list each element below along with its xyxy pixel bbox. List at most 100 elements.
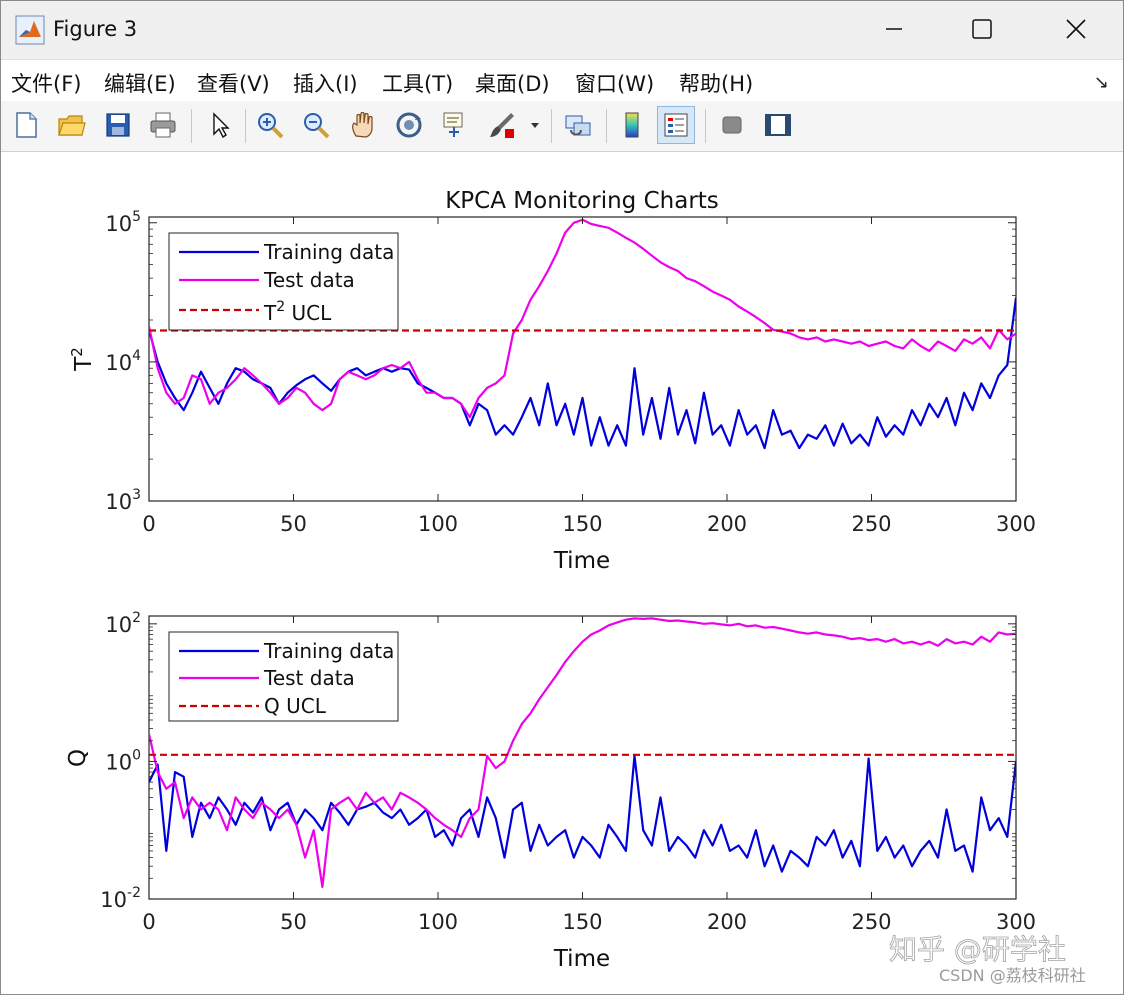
y-tick-label: 105 — [105, 209, 141, 236]
x-axis-label: Time — [553, 548, 610, 574]
open-button[interactable] — [52, 106, 90, 144]
x-tick-label: 300 — [996, 910, 1036, 934]
legend[interactable]: Training data Test data Q UCL — [168, 631, 399, 722]
minimize-icon — [886, 28, 902, 30]
subplot-q: 0 50 100 150 200 250 300 10-2 100 102 Time Q Trai… — [65, 610, 1036, 972]
zoom-out-icon — [304, 113, 330, 139]
maximize-button[interactable] — [959, 9, 1005, 49]
x-tick-label: 50 — [280, 512, 307, 536]
legend-label-test: Test data — [263, 268, 355, 292]
menu-insert[interactable]: 插入(I) — [293, 72, 358, 96]
x-axis-label: Time — [553, 946, 610, 972]
legend-box — [168, 232, 399, 331]
save-button[interactable] — [99, 106, 137, 144]
figure-canvas: KPCA Monitoring Charts 0 50 100 150 200 250 30… — [1, 152, 1123, 994]
x-tick-label: 150 — [562, 910, 602, 934]
legend[interactable]: Training data Test data T2 UCL — [168, 232, 399, 331]
x-tick-label: 300 — [996, 512, 1036, 536]
y-tick-label: 102 — [105, 610, 141, 637]
menu-help[interactable]: 帮助(H) — [679, 72, 754, 96]
zoom-in-button[interactable] — [251, 106, 289, 144]
toolbar-separator — [245, 109, 246, 143]
watermark-sub: CSDN @荔枝科研社 — [939, 966, 1086, 985]
open-icon — [58, 115, 86, 136]
x-tick-label: 0 — [142, 910, 155, 934]
x-tick-label: 0 — [142, 512, 155, 536]
toolbar-separator — [705, 109, 706, 143]
x-tick-label: 50 — [280, 910, 307, 934]
save-icon — [106, 113, 130, 137]
brush-dropdown[interactable] — [525, 106, 545, 144]
x-tick-label: 200 — [707, 512, 747, 536]
print-icon — [150, 112, 176, 138]
maximize-icon — [972, 19, 992, 39]
toolbar — [1, 101, 1123, 152]
plot-canvas: KPCA Monitoring Charts 0 50 100 150 200 250 30… — [65, 188, 1086, 985]
menu-file[interactable]: 文件(F) — [11, 72, 82, 96]
x-tick-label: 250 — [851, 910, 891, 934]
close-button[interactable] — [1053, 9, 1099, 49]
menu-edit[interactable]: 编辑(E) — [104, 72, 176, 96]
print-button[interactable] — [144, 106, 182, 144]
legend-icon — [664, 113, 688, 137]
legend-label-ucl: Q UCL — [264, 694, 327, 718]
legend-label-ucl: T2 UCL — [263, 299, 332, 325]
training-line — [149, 754, 1016, 873]
minimize-button[interactable] — [871, 9, 917, 49]
x-tick-label: 150 — [562, 512, 602, 536]
legend-label-training: Training data — [263, 639, 394, 663]
show-plot-tools-icon — [765, 114, 791, 136]
legend-button[interactable] — [657, 106, 695, 144]
subplot-t2: KPCA Monitoring Charts 0 50 100 150 200 250 30… — [68, 188, 1036, 574]
zoom-in-icon — [258, 113, 284, 139]
rotate-icon — [396, 112, 422, 138]
y-tick-label: 104 — [105, 348, 141, 375]
link-button[interactable] — [559, 106, 597, 144]
new-figure-icon — [16, 112, 37, 138]
toolbar-separator — [606, 109, 607, 143]
watermark-main: 知乎 @研学社 — [889, 933, 1066, 966]
menu-view[interactable]: 查看(V) — [197, 72, 270, 96]
chevron-down-icon — [531, 123, 539, 128]
pan-button[interactable] — [344, 106, 382, 144]
test-line — [149, 617, 1016, 889]
rotate-button[interactable] — [390, 106, 428, 144]
x-tick-label: 200 — [707, 910, 747, 934]
menu-bar: 文件(F) 编辑(E) 查看(V) 插入(I) 工具(T) 桌面(D) 窗口(W… — [1, 59, 1123, 102]
window-title: Figure 3 — [53, 17, 138, 41]
y-axis-label: T2 — [68, 347, 97, 372]
y-axis-label: Q — [65, 749, 91, 767]
legend-label-training: Training data — [263, 240, 394, 264]
y-tick-label: 10-2 — [100, 885, 141, 912]
y-tick-label: 100 — [105, 747, 141, 774]
data-cursor-button[interactable] — [436, 106, 474, 144]
menu-window[interactable]: 窗口(W) — [575, 72, 655, 96]
show-plot-tools-button[interactable] — [759, 106, 797, 144]
brush-button[interactable] — [483, 106, 521, 144]
training-line — [149, 297, 1016, 450]
hide-plot-tools-icon — [722, 116, 742, 134]
x-tick-label: 100 — [418, 512, 458, 536]
brush-icon — [490, 113, 514, 138]
chart-title: KPCA Monitoring Charts — [445, 188, 719, 214]
zoom-out-button[interactable] — [297, 106, 335, 144]
menu-tools[interactable]: 工具(T) — [382, 72, 454, 96]
toolbar-separator — [191, 109, 192, 143]
colorbar-button[interactable] — [613, 106, 651, 144]
dock-arrow-icon[interactable]: ↘ — [1093, 72, 1109, 93]
matlab-icon — [15, 15, 45, 45]
data-cursor-icon — [443, 112, 463, 137]
pointer-icon — [213, 112, 230, 139]
x-tick-label: 100 — [418, 910, 458, 934]
hide-plot-tools-button[interactable] — [713, 106, 751, 144]
menu-desktop[interactable]: 桌面(D) — [475, 72, 550, 96]
colorbar-icon — [625, 112, 639, 138]
pointer-button[interactable] — [200, 106, 238, 144]
y-tick-label: 103 — [105, 487, 141, 514]
link-icon — [565, 115, 591, 136]
toolbar-separator — [551, 109, 552, 143]
pan-icon — [352, 111, 373, 138]
new-figure-button[interactable] — [7, 106, 45, 144]
x-tick-label: 250 — [851, 512, 891, 536]
